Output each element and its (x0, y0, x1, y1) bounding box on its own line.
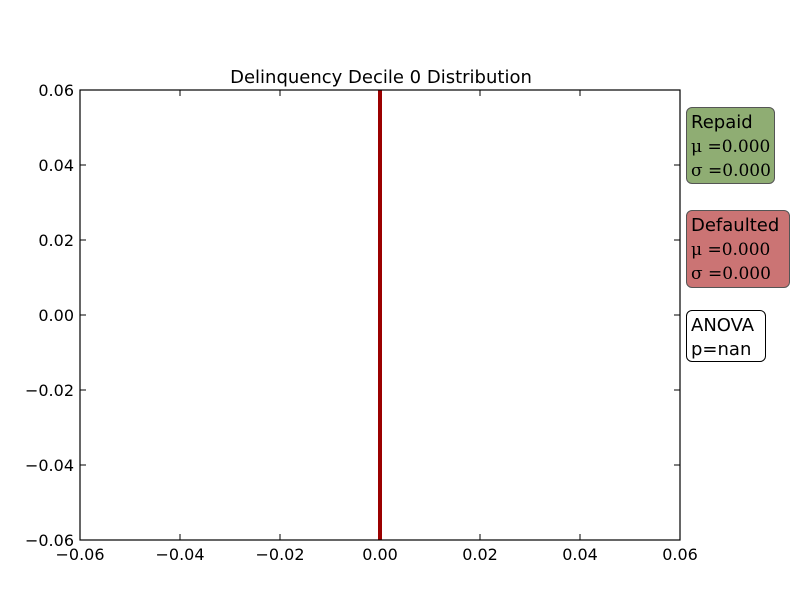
plot-area-frame (79, 89, 681, 541)
repaid-stats-box: Repaid μ =0.000 σ =0.000 (686, 107, 775, 184)
x-tick-label: 0.00 (362, 545, 398, 564)
chart-title: Delinquency Decile 0 Distribution (230, 67, 532, 88)
x-tick-label: −0.04 (155, 545, 204, 564)
x-tick-label: 0.06 (662, 545, 698, 564)
defaulted-mean: μ =0.000 (691, 240, 771, 260)
anova-label: ANOVA (691, 315, 755, 336)
y-tick-label: 0.02 (38, 231, 74, 250)
x-tick-label: 0.02 (462, 545, 498, 564)
y-tick-label: 0.00 (38, 306, 74, 325)
x-tick-label: −0.02 (255, 545, 304, 564)
y-tick-label: −0.06 (25, 531, 74, 550)
repaid-mean: μ =0.000 (691, 137, 771, 157)
defaulted-label: Defaulted (691, 215, 780, 236)
ticks-layer: −0.06 −0.04 −0.02 0.00 0.02 0.04 0.06 0.06 0.04 0… (25, 81, 698, 564)
y-tick-label: −0.02 (25, 381, 74, 400)
defaulted-stats-box: Defaulted μ =0.000 σ =0.000 (686, 210, 790, 288)
y-tick-label: 0.06 (38, 81, 74, 100)
anova-p-value: p=nan (691, 339, 752, 360)
y-tick-label: 0.04 (38, 156, 74, 175)
x-tick-label: −0.06 (55, 545, 104, 564)
y-tick-label: −0.04 (25, 456, 74, 475)
repaid-label: Repaid (691, 112, 753, 133)
anova-stats-box: ANOVA p=nan (686, 310, 766, 362)
x-tick-label: 0.04 (562, 545, 598, 564)
repaid-std: σ =0.000 (691, 161, 771, 181)
defaulted-std: σ =0.000 (691, 264, 771, 284)
